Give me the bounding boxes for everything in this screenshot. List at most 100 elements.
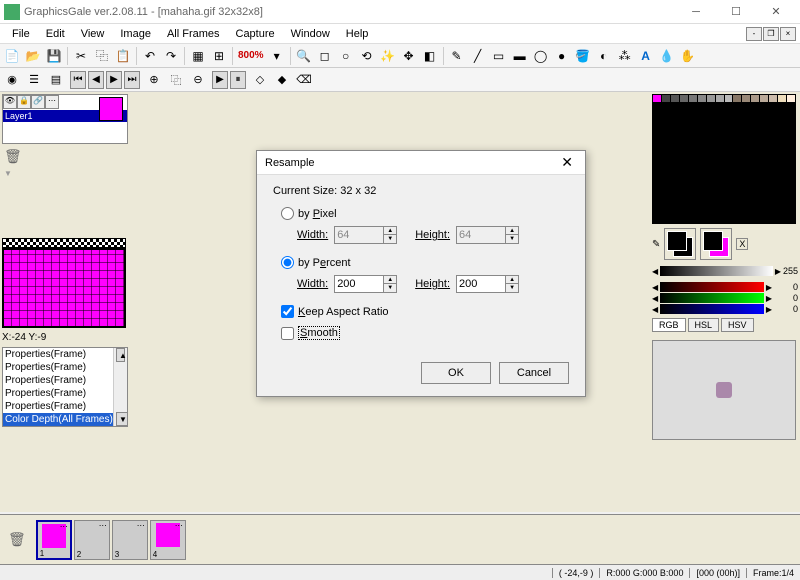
replace-icon[interactable]: ◐ bbox=[594, 46, 614, 66]
palette-swatch[interactable] bbox=[733, 168, 741, 175]
menu-help[interactable]: Help bbox=[338, 26, 377, 42]
palette-swatch[interactable] bbox=[689, 176, 697, 183]
save-icon[interactable]: 💾 bbox=[44, 46, 64, 66]
copy-icon[interactable]: ⿻ bbox=[92, 46, 112, 66]
palette-swatch[interactable] bbox=[742, 127, 750, 134]
palette-swatch[interactable] bbox=[680, 208, 688, 215]
palette-swatch[interactable] bbox=[742, 184, 750, 191]
rect-fill-icon[interactable]: ▬ bbox=[510, 46, 530, 66]
palette-swatch[interactable] bbox=[716, 127, 724, 134]
palette-swatch[interactable] bbox=[733, 216, 741, 223]
palette-swatch[interactable] bbox=[733, 160, 741, 167]
palette-swatch[interactable] bbox=[671, 95, 679, 102]
frame-1[interactable]: ⋯1 bbox=[36, 520, 72, 560]
palette-swatch[interactable] bbox=[742, 216, 750, 223]
palette-swatch[interactable] bbox=[698, 127, 706, 134]
palette-swatch[interactable] bbox=[787, 111, 795, 118]
palette-swatch[interactable] bbox=[716, 200, 724, 207]
g-slider[interactable] bbox=[660, 293, 764, 303]
palette-swatch[interactable] bbox=[716, 192, 724, 199]
palette-swatch[interactable] bbox=[662, 168, 670, 175]
pause-button[interactable]: ⏸ bbox=[230, 71, 246, 89]
palette-swatch[interactable] bbox=[742, 119, 750, 126]
cancel-button[interactable]: Cancel bbox=[499, 362, 569, 384]
palette-swatch[interactable] bbox=[662, 151, 670, 158]
palette-swatch[interactable] bbox=[698, 208, 706, 215]
frame-3[interactable]: ⋯3 bbox=[112, 520, 148, 560]
palette-swatch[interactable] bbox=[751, 103, 759, 110]
fill-icon[interactable]: 🪣 bbox=[573, 46, 593, 66]
palette-swatch[interactable] bbox=[671, 127, 679, 134]
last-frame-button[interactable]: ⏭ bbox=[124, 71, 140, 89]
palette-swatch[interactable] bbox=[751, 208, 759, 215]
palette-swatch[interactable] bbox=[778, 135, 786, 142]
grad-left-icon[interactable]: ◀ bbox=[652, 267, 658, 276]
palette-swatch[interactable] bbox=[689, 143, 697, 150]
palette-swatch[interactable] bbox=[689, 111, 697, 118]
maximize-button[interactable]: ☐ bbox=[716, 0, 756, 24]
palette-swatch[interactable] bbox=[662, 176, 670, 183]
eyedrop-icon[interactable]: 💧 bbox=[657, 46, 677, 66]
palette-swatch[interactable] bbox=[769, 208, 777, 215]
palette-swatch[interactable] bbox=[653, 111, 661, 118]
color-palette[interactable] bbox=[652, 94, 796, 224]
palette-swatch[interactable] bbox=[733, 127, 741, 134]
tab-hsl[interactable]: HSL bbox=[688, 318, 720, 332]
palette-swatch[interactable] bbox=[742, 160, 750, 167]
palette-swatch[interactable] bbox=[653, 216, 661, 223]
palette-swatch[interactable] bbox=[778, 143, 786, 150]
palette-swatch[interactable] bbox=[742, 103, 750, 110]
palette-swatch[interactable] bbox=[716, 95, 724, 102]
palette-swatch[interactable] bbox=[671, 184, 679, 191]
palette-swatch[interactable] bbox=[787, 127, 795, 134]
palette-swatch[interactable] bbox=[671, 119, 679, 126]
palette-swatch[interactable] bbox=[698, 103, 706, 110]
next-frame-button[interactable]: ▶ bbox=[106, 71, 122, 89]
prev-frame-button[interactable]: ◀ bbox=[88, 71, 104, 89]
palette-swatch[interactable] bbox=[778, 127, 786, 134]
radio-by-pixel[interactable] bbox=[281, 207, 294, 220]
dialog-close-icon[interactable]: ✕ bbox=[557, 154, 577, 171]
fg-bg-box-b[interactable] bbox=[700, 228, 732, 260]
palette-swatch[interactable] bbox=[725, 184, 733, 191]
open-icon[interactable]: 📂 bbox=[23, 46, 43, 66]
palette-swatch[interactable] bbox=[787, 200, 795, 207]
undo-icon[interactable]: ↶ bbox=[140, 46, 160, 66]
palette-swatch[interactable] bbox=[653, 95, 661, 102]
palette-swatch[interactable] bbox=[760, 176, 768, 183]
menu-window[interactable]: Window bbox=[283, 26, 338, 42]
palette-swatch[interactable] bbox=[725, 119, 733, 126]
palette-swatch[interactable] bbox=[689, 168, 697, 175]
palette-swatch[interactable] bbox=[653, 119, 661, 126]
b-right-icon[interactable]: ▶ bbox=[766, 305, 772, 314]
radio-by-percent[interactable] bbox=[281, 256, 294, 269]
palette-swatch[interactable] bbox=[680, 160, 688, 167]
history-item[interactable]: Properties(Frame) bbox=[3, 387, 127, 400]
palette-swatch[interactable] bbox=[760, 216, 768, 223]
palette-swatch[interactable] bbox=[751, 184, 759, 191]
palette-swatch[interactable] bbox=[680, 176, 688, 183]
palette-swatch[interactable] bbox=[707, 103, 715, 110]
palette-swatch[interactable] bbox=[760, 119, 768, 126]
new-icon[interactable]: 📄 bbox=[2, 46, 22, 66]
palette-swatch[interactable] bbox=[689, 192, 697, 199]
palette-swatch[interactable] bbox=[698, 95, 706, 102]
palette-swatch[interactable] bbox=[733, 135, 741, 142]
menu-view[interactable]: View bbox=[73, 26, 113, 42]
lasso-icon[interactable]: ⟲ bbox=[357, 46, 377, 66]
palette-swatch[interactable] bbox=[707, 208, 715, 215]
layer-vis-icon[interactable]: 👁 bbox=[3, 95, 17, 109]
palette-swatch[interactable] bbox=[742, 176, 750, 183]
palette-swatch[interactable] bbox=[689, 200, 697, 207]
eraser-icon[interactable]: ⌫ bbox=[294, 70, 314, 90]
palette-swatch[interactable] bbox=[787, 151, 795, 158]
palette-swatch[interactable] bbox=[787, 216, 795, 223]
palette-swatch[interactable] bbox=[778, 119, 786, 126]
mdi-restore[interactable]: ❐ bbox=[763, 27, 779, 41]
palette-swatch[interactable] bbox=[733, 111, 741, 118]
palette-swatch[interactable] bbox=[751, 168, 759, 175]
palette-swatch[interactable] bbox=[760, 184, 768, 191]
palette-swatch[interactable] bbox=[742, 208, 750, 215]
grad-right-icon[interactable]: ▶ bbox=[775, 267, 781, 276]
palette-swatch[interactable] bbox=[725, 216, 733, 223]
